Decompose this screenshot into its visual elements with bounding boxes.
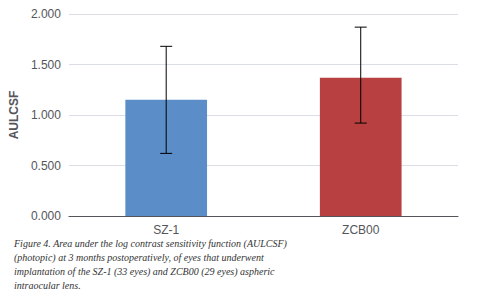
svg-text:implantation of the SZ-1 (33 e: implantation of the SZ-1 (33 eyes) and Z… [14, 266, 275, 278]
svg-text:0.000: 0.000 [31, 209, 61, 223]
svg-text:Figure 4. Area under the log c: Figure 4. Area under the log contrast se… [13, 238, 288, 250]
svg-text:1.500: 1.500 [31, 58, 61, 72]
svg-text:AULCSF: AULCSF [7, 91, 21, 140]
svg-text:SZ-1: SZ-1 [153, 223, 179, 237]
svg-text:1.000: 1.000 [31, 108, 61, 122]
svg-text:ZCB00: ZCB00 [342, 223, 380, 237]
svg-text:0.500: 0.500 [31, 159, 61, 173]
svg-text:intraocular lens.: intraocular lens. [14, 280, 81, 291]
svg-text:2.000: 2.000 [31, 7, 61, 21]
svg-text:(photopic) at 3 months postope: (photopic) at 3 months postoperatively, … [14, 252, 264, 264]
